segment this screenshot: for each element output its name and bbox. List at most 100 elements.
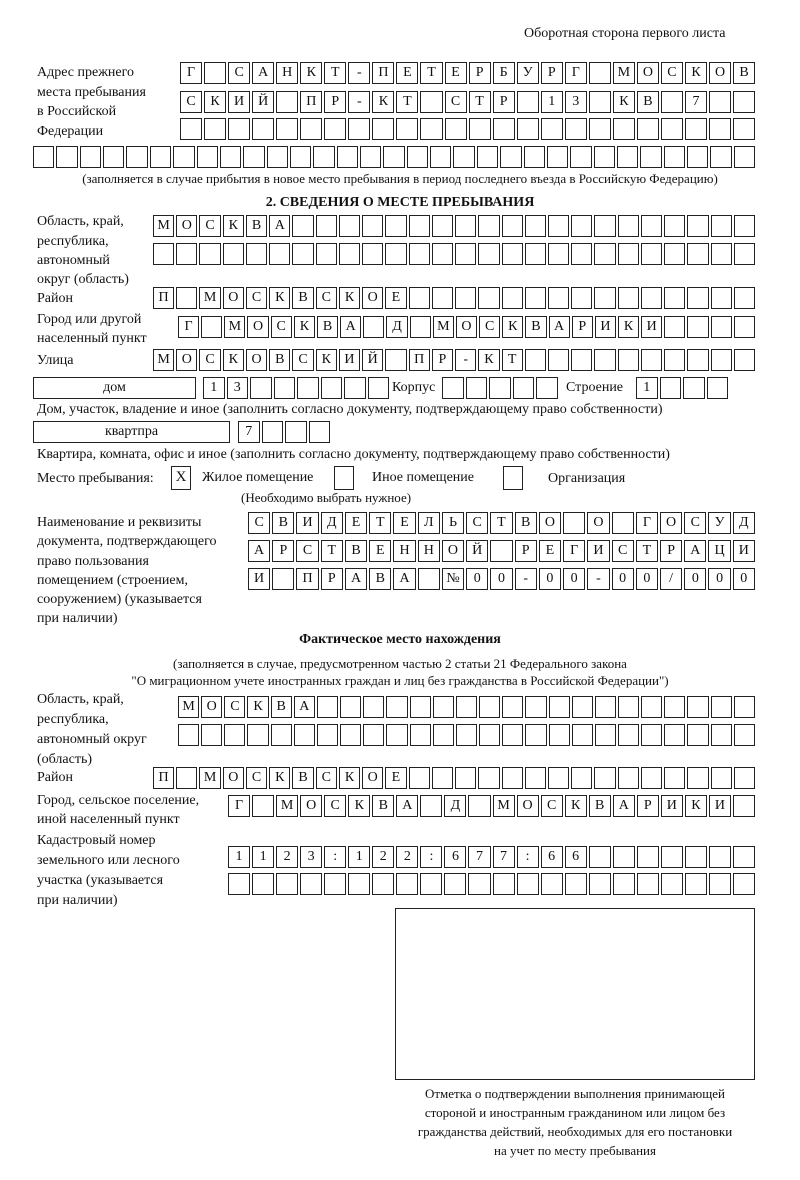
char-cell[interactable] xyxy=(546,146,569,168)
char-cell[interactable] xyxy=(431,215,454,237)
char-cell[interactable]: В xyxy=(372,795,395,817)
char-cell[interactable] xyxy=(641,724,663,746)
char-cell[interactable]: С xyxy=(199,349,221,371)
char-cell[interactable] xyxy=(733,287,756,309)
char-cell[interactable] xyxy=(660,118,683,140)
char-cell[interactable] xyxy=(571,724,593,746)
char-cell[interactable] xyxy=(362,215,384,237)
char-cell[interactable] xyxy=(444,873,467,895)
char-cell[interactable] xyxy=(733,215,756,237)
char-cell[interactable] xyxy=(664,243,686,265)
char-cell[interactable] xyxy=(617,696,640,718)
char-cell[interactable]: Л xyxy=(417,512,440,534)
char-cell[interactable] xyxy=(478,243,500,265)
char-cell[interactable]: 2 xyxy=(372,846,395,868)
char-cell[interactable] xyxy=(563,512,586,534)
char-cell[interactable] xyxy=(468,118,491,140)
char-cell[interactable] xyxy=(383,146,405,168)
char-cell[interactable] xyxy=(687,696,709,718)
char-cell[interactable] xyxy=(324,873,347,895)
char-cell[interactable]: Е xyxy=(385,767,407,789)
char-cell[interactable] xyxy=(276,873,299,895)
char-cell[interactable]: Т xyxy=(420,62,443,84)
char-cell[interactable]: М xyxy=(178,696,200,718)
char-cell[interactable] xyxy=(594,696,616,718)
char-cell[interactable] xyxy=(173,146,195,168)
char-cell[interactable] xyxy=(594,243,616,265)
char-cell[interactable] xyxy=(308,421,330,443)
char-cell[interactable] xyxy=(564,118,587,140)
char-cell[interactable] xyxy=(297,377,319,399)
char-cell[interactable] xyxy=(363,724,385,746)
char-cell[interactable]: Р xyxy=(324,91,347,113)
char-cell[interactable]: 6 xyxy=(540,846,563,868)
char-cell[interactable] xyxy=(228,873,251,895)
char-cell[interactable] xyxy=(360,146,382,168)
char-cell[interactable] xyxy=(292,215,314,237)
char-cell[interactable] xyxy=(612,873,635,895)
char-cell[interactable] xyxy=(396,873,419,895)
char-cell[interactable]: 3 xyxy=(226,377,248,399)
char-cell[interactable]: О xyxy=(222,287,244,309)
char-cell[interactable]: Н xyxy=(417,540,440,562)
char-cell[interactable] xyxy=(315,243,337,265)
char-cell[interactable]: 0 xyxy=(538,568,562,590)
char-cell[interactable]: О xyxy=(636,62,659,84)
char-cell[interactable] xyxy=(324,118,347,140)
char-cell[interactable]: А xyxy=(396,795,419,817)
char-cell[interactable] xyxy=(640,287,663,309)
char-cell[interactable] xyxy=(659,377,681,399)
char-cell[interactable] xyxy=(479,724,501,746)
char-cell[interactable] xyxy=(250,377,272,399)
char-cell[interactable]: И xyxy=(248,568,271,590)
char-cell[interactable] xyxy=(224,724,246,746)
char-cell[interactable] xyxy=(524,349,546,371)
char-cell[interactable]: А xyxy=(340,316,362,338)
char-cell[interactable] xyxy=(455,724,478,746)
char-cell[interactable] xyxy=(408,243,430,265)
char-cell[interactable] xyxy=(269,243,291,265)
char-cell[interactable] xyxy=(708,846,731,868)
char-cell[interactable] xyxy=(432,696,454,718)
char-cell[interactable] xyxy=(710,146,732,168)
char-cell[interactable]: О xyxy=(362,287,384,309)
char-cell[interactable]: С xyxy=(611,540,634,562)
char-cell[interactable]: М xyxy=(276,795,299,817)
document-row[interactable]: И П Р А В А № 0 0-0 0-0 0/0 0 0 xyxy=(248,568,755,590)
char-cell[interactable] xyxy=(362,243,384,265)
char-cell[interactable]: Е xyxy=(393,512,416,534)
char-cell[interactable]: - xyxy=(455,349,477,371)
char-cell[interactable] xyxy=(588,91,611,113)
char-cell[interactable]: К xyxy=(617,316,640,338)
char-cell[interactable]: В xyxy=(269,349,291,371)
char-cell[interactable] xyxy=(617,349,639,371)
char-cell[interactable]: К xyxy=(269,767,291,789)
char-cell[interactable]: С xyxy=(228,62,251,84)
char-cell[interactable] xyxy=(710,243,732,265)
char-cell[interactable] xyxy=(732,846,756,868)
char-cell[interactable]: В xyxy=(292,767,314,789)
char-cell[interactable]: С xyxy=(248,512,271,534)
char-cell[interactable]: Р xyxy=(659,540,683,562)
char-cell[interactable] xyxy=(640,767,663,789)
char-cell[interactable]: М xyxy=(199,287,221,309)
char-cell[interactable] xyxy=(266,146,288,168)
char-cell[interactable] xyxy=(617,243,639,265)
char-cell[interactable]: 0 xyxy=(684,568,707,590)
char-cell[interactable] xyxy=(431,243,454,265)
char-cell[interactable] xyxy=(320,377,342,399)
char-cell[interactable] xyxy=(733,724,755,746)
char-cell[interactable]: М xyxy=(153,349,175,371)
char-cell[interactable] xyxy=(196,146,218,168)
char-cell[interactable] xyxy=(468,795,491,817)
char-cell[interactable] xyxy=(176,287,198,309)
char-cell[interactable] xyxy=(33,146,55,168)
char-cell[interactable] xyxy=(476,146,499,168)
char-cell[interactable] xyxy=(571,243,593,265)
char-cell[interactable] xyxy=(687,215,709,237)
char-cell[interactable] xyxy=(316,696,339,718)
char-cell[interactable] xyxy=(663,146,686,168)
char-cell[interactable] xyxy=(501,767,523,789)
char-cell[interactable] xyxy=(733,146,756,168)
